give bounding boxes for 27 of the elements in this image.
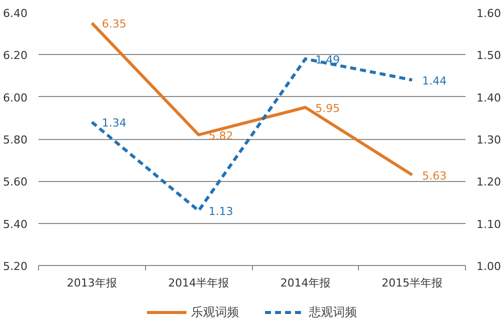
legend-label: 乐观词频 (191, 304, 239, 320)
data-label: 1.34 (102, 116, 126, 130)
data-label: 1.13 (208, 205, 234, 218)
data-label: 5.63 (422, 169, 447, 182)
legend-label: 悲观词频 (309, 304, 357, 320)
x-tick-label: 2013年报 (66, 276, 117, 290)
data-label: 1.44 (422, 74, 447, 88)
y2-tick-label: 1.00 (476, 260, 501, 273)
x-tick-label: 2014半年报 (168, 276, 230, 290)
y2-tick-label: 1.40 (476, 91, 501, 104)
y-tick-label: 5.80 (3, 134, 28, 146)
y2-tick-label: 1.50 (476, 49, 501, 62)
x-tick-label: 2015半年报 (382, 276, 443, 290)
y-tick-label: 5.60 (3, 176, 28, 189)
y2-tick-label: 1.20 (476, 176, 501, 189)
y-tick-label: 5.40 (3, 218, 28, 231)
y-tick-label: 6.40 (3, 7, 28, 20)
x-tick-label: 2014年报 (280, 276, 330, 290)
y-tick-label: 6.00 (3, 91, 28, 104)
y-tick-label: 6.20 (3, 49, 28, 62)
y2-tick-label: 1.30 (476, 134, 501, 146)
data-label: 5.95 (315, 102, 340, 115)
y2-tick-label: 1.60 (476, 7, 501, 20)
y2-tick-label: 1.10 (476, 218, 501, 231)
data-label: 6.35 (102, 18, 126, 31)
y-tick-label: 5.20 (3, 260, 28, 273)
data-label: 1.49 (315, 53, 340, 66)
